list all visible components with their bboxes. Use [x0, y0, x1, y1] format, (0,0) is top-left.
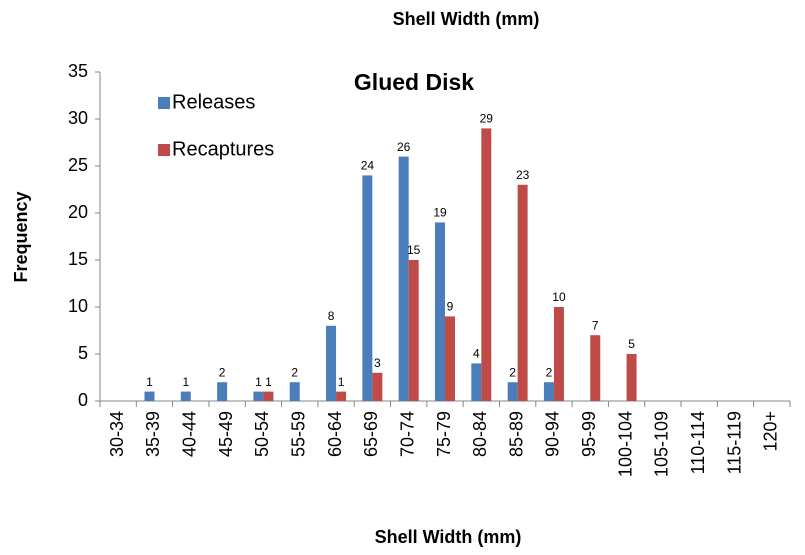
bar [180, 391, 191, 401]
bar [398, 156, 409, 401]
y-tick-label: 25 [68, 155, 88, 175]
x-tick-label: 70-74 [397, 411, 417, 457]
bar [362, 175, 373, 401]
data-label: 29 [480, 112, 494, 126]
y-tick-label: 0 [78, 390, 88, 410]
data-label: 1 [146, 375, 153, 389]
x-tick-label: 30-34 [107, 411, 127, 457]
data-label: 24 [361, 159, 375, 173]
bar [263, 391, 274, 401]
data-label: 5 [628, 337, 635, 351]
data-label: 15 [407, 243, 421, 257]
chart-title: Shell Width (mm) [393, 9, 540, 29]
bar [517, 184, 528, 401]
chart-subtitle: Glued Disk [354, 69, 474, 95]
data-label: 1 [338, 375, 345, 389]
legend-swatch [158, 97, 170, 109]
x-tick-label: 115-119 [724, 411, 744, 474]
bar [326, 325, 337, 401]
x-tick-label: 85-89 [506, 411, 526, 457]
bar [543, 382, 554, 401]
y-axis-label: Frequency [11, 191, 31, 282]
x-axis-label: Shell Width (mm) [375, 527, 522, 547]
data-label: 1 [182, 375, 189, 389]
data-label: 10 [552, 290, 566, 304]
data-label: 3 [374, 356, 381, 370]
bar [590, 335, 601, 401]
x-tick-label: 90-94 [543, 411, 563, 457]
x-tick-label: 65-69 [361, 411, 381, 457]
bar [372, 372, 383, 401]
x-tick-label: 100-104 [615, 411, 635, 477]
bar [445, 316, 455, 401]
data-label: 2 [219, 365, 226, 379]
data-label: 2 [291, 365, 298, 379]
data-label: 26 [397, 140, 411, 154]
y-tick-label: 5 [78, 343, 88, 363]
x-tick-label: 60-64 [325, 411, 345, 457]
legend-label: Releases [172, 91, 255, 113]
x-tick-label: 40-44 [180, 411, 200, 457]
x-tick-label: 45-49 [216, 411, 236, 457]
legend-swatch [158, 144, 170, 156]
data-label: 7 [592, 318, 599, 332]
legend-label: Recaptures [172, 138, 274, 160]
bar [481, 128, 492, 401]
bar [553, 307, 564, 401]
y-tick-label: 10 [68, 296, 88, 316]
bar [217, 382, 228, 401]
y-tick-label: 35 [68, 61, 88, 81]
bar [336, 391, 347, 401]
bar [408, 260, 419, 401]
bar [289, 382, 300, 401]
bar [144, 391, 155, 401]
bar [471, 363, 482, 401]
bar [253, 391, 264, 401]
x-tick-label: 75-79 [434, 411, 454, 457]
data-label: 19 [433, 206, 447, 220]
bar [435, 222, 445, 401]
y-tick-label: 20 [68, 202, 88, 222]
bar [626, 354, 637, 401]
x-tick-label: 35-39 [143, 411, 163, 457]
y-tick-label: 30 [68, 108, 88, 128]
y-tick-label: 15 [68, 249, 88, 269]
x-tick-label: 50-54 [252, 411, 272, 457]
x-tick-label: 110-114 [688, 411, 708, 474]
x-tick-label: 55-59 [288, 411, 308, 457]
x-tick-label: 120+ [761, 411, 781, 452]
data-label: 23 [516, 168, 530, 182]
data-label: 4 [473, 347, 480, 361]
data-label: 2 [509, 365, 516, 379]
data-label: 9 [447, 300, 454, 314]
x-tick-label: 105-109 [652, 411, 672, 477]
bar [507, 382, 518, 401]
data-label: 1 [255, 375, 262, 389]
x-tick-label: 80-84 [470, 411, 490, 457]
data-label: 8 [328, 309, 335, 323]
data-label: 2 [546, 365, 553, 379]
data-label: 1 [265, 375, 272, 389]
x-tick-label: 95-99 [579, 411, 599, 457]
